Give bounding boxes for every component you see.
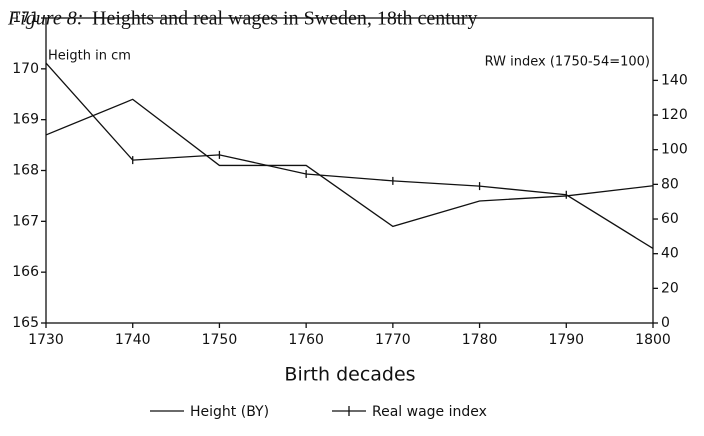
- y2-tick-label: 140: [661, 72, 688, 88]
- y2-tick-label: 20: [661, 280, 679, 296]
- y-tick-label: 170: [12, 61, 39, 77]
- legend-label: Height (BY): [190, 404, 269, 420]
- x-axis-label: Birth decades: [284, 364, 415, 386]
- x-tick-label: 1740: [115, 332, 151, 348]
- x-tick-label: 1750: [202, 332, 238, 348]
- y2-tick-label: 60: [661, 211, 679, 227]
- y-tick-label: 167: [12, 213, 39, 229]
- x-tick-label: 1780: [462, 332, 498, 348]
- x-tick-label: 1730: [28, 332, 64, 348]
- y-tick-label: 166: [12, 264, 39, 280]
- y-axis-label: Heigth in cm: [48, 49, 131, 64]
- x-tick-label: 1770: [375, 332, 411, 348]
- y2-tick-label: 100: [661, 142, 688, 158]
- y2-tick-label: 0: [661, 315, 670, 331]
- y2-tick-label: 40: [661, 246, 679, 262]
- x-tick-label: 1790: [548, 332, 584, 348]
- y-tick-label: 169: [12, 112, 39, 128]
- series-line: [45, 98, 654, 228]
- x-tick-label: 1760: [288, 332, 324, 348]
- y-tick-label: 165: [12, 315, 39, 331]
- x-tick-label: 1800: [635, 332, 671, 348]
- series-line: [45, 62, 654, 250]
- y2-tick-label: 80: [661, 176, 679, 192]
- y-tick-label: 168: [12, 163, 39, 179]
- legend-label: Real wage index: [372, 404, 487, 420]
- y-tick-label: 171: [12, 10, 39, 26]
- y2-axis-label: RW index (1750-54=100): [485, 55, 650, 70]
- y2-tick-label: 120: [661, 107, 688, 123]
